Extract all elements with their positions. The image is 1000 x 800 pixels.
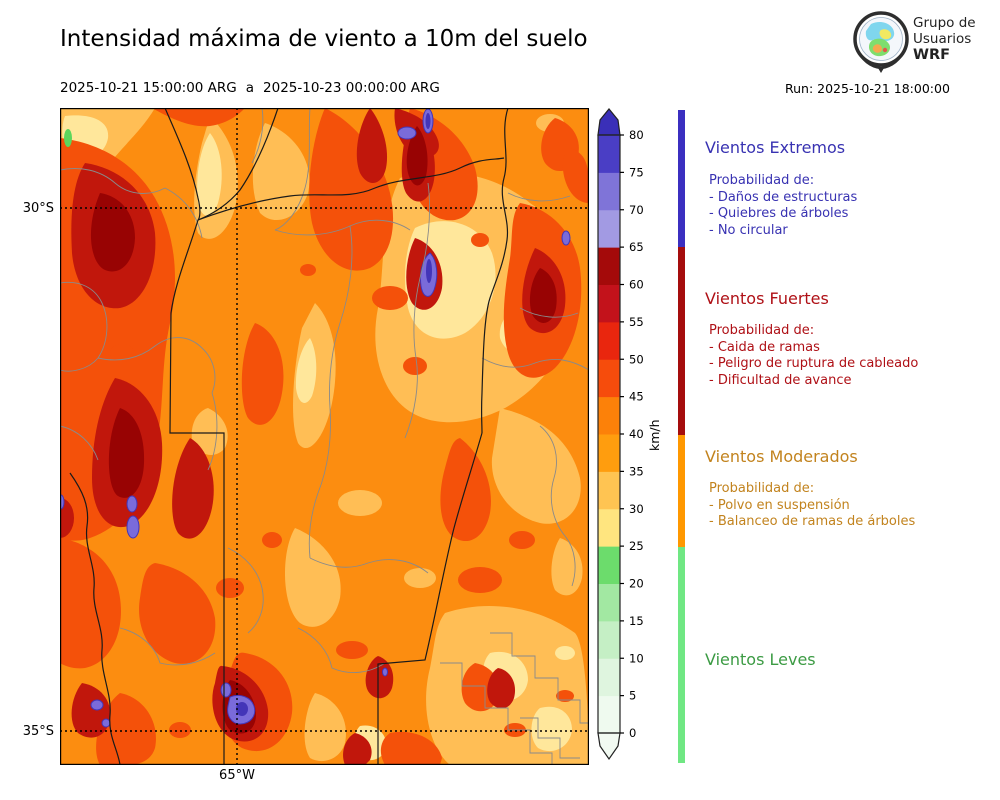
forecast-period: 2025-10-21 15:00:00 ARG a 2025-10-23 00:00… xyxy=(60,80,440,96)
legend-prob-label: Probabilidad de: xyxy=(709,323,815,338)
colorbar: 0 5 10 15 20 25 30 35 40 45 50 55 60 65 70 75 80 xyxy=(597,108,644,761)
colorbar-segment xyxy=(598,172,620,211)
legend-title-extremos: Vientos Extremos xyxy=(705,138,846,157)
colorbar-tick-label: 50 xyxy=(629,352,644,366)
colorbar-segment xyxy=(598,396,620,435)
colorbar-tick-label: 25 xyxy=(629,539,644,553)
colorbar-segment xyxy=(598,321,620,360)
legend-prob-label: Probabilidad de: xyxy=(709,481,815,496)
colorbar-tick-label: 30 xyxy=(629,502,644,516)
wind-field-green-spot xyxy=(64,129,72,147)
legend-item: - Caida de ramas xyxy=(709,339,820,355)
legend-items-moderados: Probabilidad de: - Polvo en suspensión -… xyxy=(709,481,915,531)
graticule-lines xyxy=(60,108,589,765)
colorbar-tick-label: 65 xyxy=(629,240,644,254)
wind-map xyxy=(46,107,590,766)
wrf-logo xyxy=(851,10,911,74)
period-end: 2025-10-23 00:00:00 ARG xyxy=(263,80,440,96)
logo-line-3: WRF xyxy=(913,47,951,63)
legend-title-leves: Vientos Leves xyxy=(705,650,816,669)
colorbar-segment xyxy=(598,583,620,622)
legend-item: - Polvo en suspensión xyxy=(709,497,850,513)
legend-item: - Quiebres de árboles xyxy=(709,206,849,221)
legend-items-fuertes: Probabilidad de: - Caida de ramas - Peli… xyxy=(709,323,918,389)
colorbar-tick-label: 75 xyxy=(629,165,644,179)
wind-field-extreme-cores xyxy=(236,113,432,716)
period-separator: a xyxy=(245,80,255,96)
wind-map-panel xyxy=(46,107,590,766)
colorbar-tick-label: 0 xyxy=(629,726,636,740)
legend-strip-moderados xyxy=(678,435,685,547)
colorbar-segment xyxy=(598,135,620,173)
colorbar-tick-label: 20 xyxy=(629,577,644,591)
colorbar-segment xyxy=(598,546,620,584)
legend-strip-extremos xyxy=(678,110,685,247)
wrf-logo-text: Grupo de Usuarios WRF xyxy=(913,15,976,63)
legend-strip-fuertes xyxy=(678,247,685,435)
colorbar-tick-label: 5 xyxy=(629,689,636,703)
legend-item: - Dificultad de avance xyxy=(709,372,852,388)
province-boundaries xyxy=(69,107,509,766)
legend-strip-leves xyxy=(678,547,685,763)
colorbar-tick-label: 55 xyxy=(629,315,644,329)
colorbar-tick-label: 15 xyxy=(629,614,644,628)
colorbar-segment xyxy=(598,658,620,697)
colorbar-tick-label: 35 xyxy=(629,464,644,478)
logo-line-1: Grupo de xyxy=(913,15,976,31)
legend-prob-label: Probabilidad de: xyxy=(709,173,815,188)
legend-item: - Daños de estructuras xyxy=(709,189,858,205)
colorbar-segment xyxy=(598,284,620,323)
model-run-label: Run: 2025-10-21 18:00:00 xyxy=(785,81,950,96)
colorbar-segment xyxy=(598,359,620,398)
legend-item: - No circular xyxy=(709,222,788,238)
colorbar-segment xyxy=(598,508,620,547)
colorbar-unit-label: km/h xyxy=(647,419,662,451)
map-frame xyxy=(60,108,589,765)
lon-label-65w: 65°W xyxy=(219,768,255,783)
colorbar-tick-label: 40 xyxy=(629,427,644,441)
colorbar-under-arrow xyxy=(597,732,621,761)
colorbar-tick-label: 10 xyxy=(629,651,644,665)
colorbar-segment xyxy=(598,209,620,248)
colorbar-segment xyxy=(598,695,620,734)
lat-label-35s: 35°S xyxy=(22,724,54,739)
legend-title-moderados: Vientos Moderados xyxy=(705,447,858,466)
wind-field-darkest-red xyxy=(90,126,557,734)
period-start: 2025-10-21 15:00:00 ARG xyxy=(60,80,237,96)
colorbar-over-arrow xyxy=(597,108,621,136)
lat-label-30s: 30°S xyxy=(22,201,54,216)
legend-item: - Balanceo de ramas de árboles xyxy=(709,514,916,529)
colorbar-segment xyxy=(598,620,620,659)
colorbar-segment xyxy=(598,434,620,472)
colorbar-segment xyxy=(598,247,620,285)
logo-line-2: Usuarios xyxy=(913,31,972,47)
legend-items-extremos: Probabilidad de: - Daños de estructuras … xyxy=(709,173,857,239)
legend-item: - Peligro de ruptura de cableado xyxy=(709,356,919,371)
legend-title-fuertes: Vientos Fuertes xyxy=(705,289,829,308)
colorbar-segment xyxy=(598,471,620,510)
wrf-logo-seal xyxy=(853,11,909,73)
colorbar-tick-label: 60 xyxy=(629,278,644,292)
colorbar-tick-label: 45 xyxy=(629,390,644,404)
colorbar-tick-label: 70 xyxy=(629,203,644,217)
colorbar-tick-label: 80 xyxy=(629,128,644,142)
page-title: Intensidad máxima de viento a 10m del su… xyxy=(60,26,588,52)
